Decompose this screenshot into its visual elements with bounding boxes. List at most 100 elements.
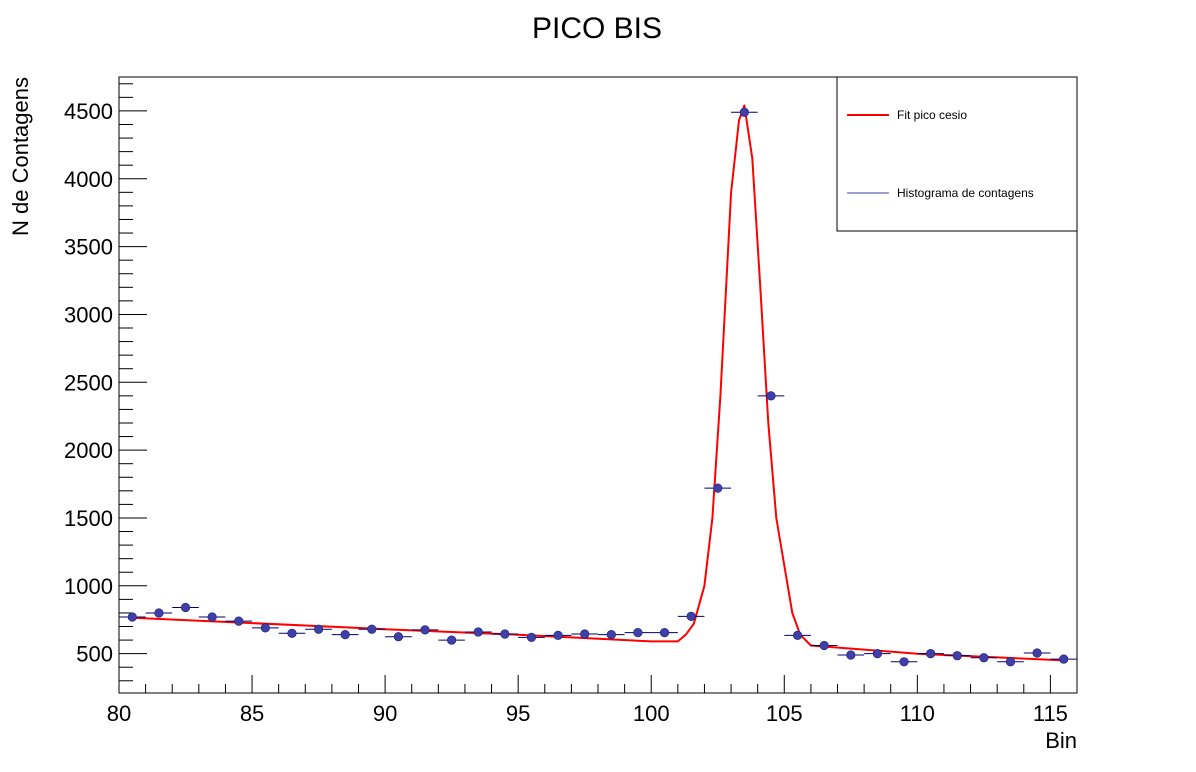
data-point bbox=[731, 107, 758, 117]
data-point bbox=[917, 649, 944, 659]
data-marker bbox=[420, 625, 430, 635]
x-tick-label: 80 bbox=[107, 701, 131, 726]
y-tick-label: 500 bbox=[76, 642, 113, 667]
data-marker bbox=[952, 651, 962, 661]
legend-hist-label: Histograma de contagens bbox=[897, 186, 1034, 200]
data-point bbox=[145, 608, 173, 618]
data-point bbox=[864, 649, 891, 659]
data-marker bbox=[393, 632, 404, 642]
data-point bbox=[810, 640, 838, 651]
y-tick-label: 1500 bbox=[64, 506, 113, 531]
data-marker bbox=[819, 640, 829, 651]
data-marker bbox=[526, 632, 537, 642]
data-marker bbox=[1005, 657, 1016, 667]
x-tick-label: 95 bbox=[506, 701, 530, 726]
data-point bbox=[411, 625, 439, 635]
data-point bbox=[491, 629, 519, 639]
y-axis-label: N de Contagens bbox=[8, 77, 33, 236]
data-marker bbox=[979, 653, 989, 663]
data-marker bbox=[340, 630, 350, 640]
y-tick-label: 4000 bbox=[64, 167, 113, 192]
data-marker bbox=[127, 612, 137, 622]
data-marker bbox=[180, 602, 191, 613]
legend-box bbox=[836, 76, 1078, 232]
x-tick-label: 105 bbox=[766, 701, 803, 726]
y-tick-label: 4500 bbox=[64, 99, 113, 124]
data-marker bbox=[553, 630, 563, 640]
x-tick-label: 115 bbox=[1033, 701, 1068, 726]
data-marker bbox=[766, 391, 776, 401]
x-axis-label: Bin bbox=[1045, 728, 1077, 753]
data-point bbox=[1050, 654, 1077, 664]
data-point bbox=[997, 657, 1024, 667]
histogram-series bbox=[119, 107, 1077, 667]
data-point bbox=[544, 630, 572, 640]
fit-series bbox=[132, 104, 1064, 662]
data-point bbox=[385, 632, 412, 642]
data-marker bbox=[500, 629, 510, 639]
data-point bbox=[119, 612, 146, 622]
data-marker bbox=[287, 628, 297, 638]
data-marker bbox=[234, 616, 244, 626]
data-point bbox=[890, 657, 918, 667]
x-tick-label: 90 bbox=[373, 701, 397, 726]
data-point bbox=[677, 611, 705, 621]
data-point bbox=[464, 627, 492, 637]
data-marker bbox=[792, 630, 803, 640]
data-marker bbox=[473, 627, 483, 637]
data-point bbox=[651, 628, 678, 638]
data-point bbox=[1023, 648, 1051, 658]
x-tick-label: 110 bbox=[900, 701, 935, 726]
data-point bbox=[970, 653, 998, 663]
data-point bbox=[757, 391, 785, 401]
data-marker bbox=[633, 628, 643, 638]
legend-fit-label: Fit pico cesio bbox=[897, 108, 967, 122]
data-point bbox=[571, 629, 598, 639]
data-marker bbox=[154, 608, 164, 618]
data-point bbox=[331, 630, 359, 640]
y-tick-label: 3000 bbox=[64, 302, 113, 327]
x-tick-label: 100 bbox=[633, 701, 670, 726]
data-marker bbox=[1032, 648, 1042, 658]
data-marker bbox=[207, 612, 217, 622]
data-point bbox=[438, 635, 465, 645]
data-marker bbox=[846, 650, 856, 660]
chart-title: PICO BIS bbox=[532, 12, 662, 45]
data-point bbox=[252, 623, 279, 633]
data-point bbox=[624, 628, 652, 638]
data-point bbox=[305, 624, 332, 634]
data-point bbox=[198, 612, 226, 622]
y-tick-label: 1000 bbox=[64, 574, 113, 599]
data-marker bbox=[739, 107, 749, 117]
data-point bbox=[225, 616, 253, 626]
data-point bbox=[784, 630, 811, 640]
y-tick-label: 2000 bbox=[64, 438, 113, 463]
data-marker bbox=[447, 635, 457, 645]
data-marker bbox=[686, 611, 696, 621]
data-point bbox=[172, 602, 199, 613]
data-marker bbox=[713, 483, 723, 493]
data-marker bbox=[872, 649, 883, 659]
data-marker bbox=[659, 628, 670, 638]
x-tick-label: 85 bbox=[240, 701, 264, 726]
data-marker bbox=[899, 657, 909, 667]
data-point bbox=[358, 624, 386, 634]
y-tick-label: 2500 bbox=[64, 370, 113, 395]
data-point bbox=[598, 630, 625, 640]
data-point bbox=[943, 651, 971, 661]
data-marker bbox=[367, 624, 377, 634]
axis-ticks: 80 85 90 95 100 105 110 115 500 1000 1500 2000 2500 3… bbox=[64, 83, 1078, 726]
data-marker bbox=[260, 623, 270, 633]
y-tick-label: 3500 bbox=[64, 235, 113, 260]
data-point bbox=[704, 483, 732, 493]
legend: Fit pico cesio Histograma de contagens bbox=[836, 76, 1078, 232]
data-marker bbox=[313, 624, 324, 634]
data-marker bbox=[926, 649, 936, 659]
data-point bbox=[518, 632, 545, 642]
data-marker bbox=[580, 629, 590, 639]
data-point bbox=[837, 650, 865, 660]
data-marker bbox=[1059, 654, 1069, 664]
data-marker bbox=[606, 630, 616, 640]
fit-curve bbox=[132, 104, 1064, 662]
